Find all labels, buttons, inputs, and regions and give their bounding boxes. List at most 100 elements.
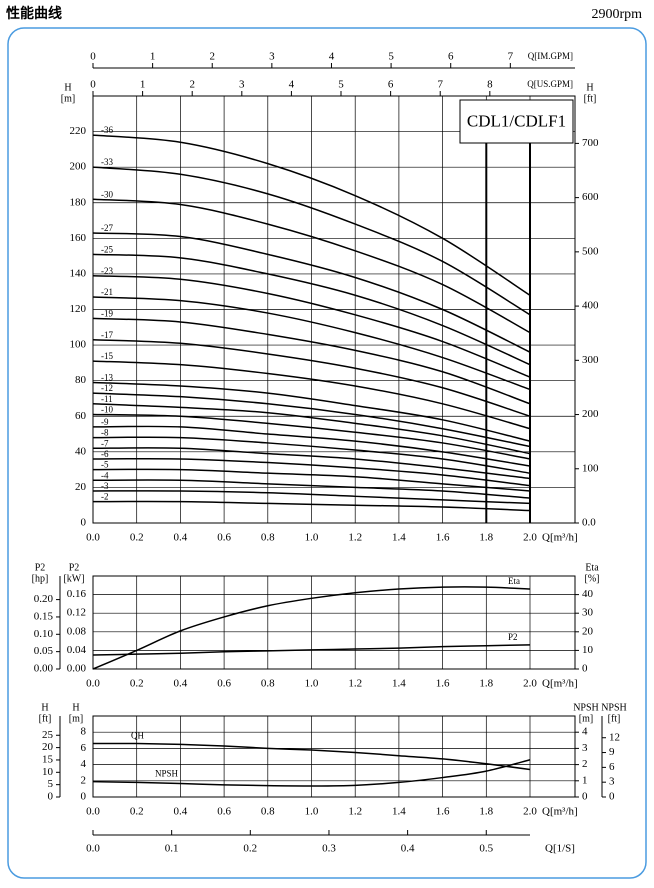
y-tick-label: 12	[609, 731, 620, 743]
series-line	[92, 403, 531, 455]
series-line	[92, 381, 531, 442]
x-tick-label: 0.8	[261, 532, 275, 544]
y-tick-label: 100	[582, 462, 599, 474]
series-label: -21	[101, 287, 113, 297]
plot-frame	[92, 575, 576, 670]
y-tick-label: 200	[70, 161, 87, 173]
y-tick-label: 2	[582, 758, 588, 770]
top-tick-label: 4	[289, 79, 295, 91]
y-tick-label: 6	[81, 742, 87, 754]
x-tick-label: 0.8	[261, 678, 275, 690]
y-axis-label: [ft]	[39, 713, 52, 724]
y-axis-label: NPSH	[601, 702, 627, 713]
y-tick-label: 140	[70, 267, 87, 279]
series-label: -6	[101, 449, 109, 459]
x2-tick-label: 0.0	[86, 843, 100, 855]
y-tick-label: 0.05	[34, 645, 54, 657]
y-tick-label: 4	[81, 758, 87, 770]
plot-frame	[92, 715, 576, 798]
top-tick-label: 6	[448, 51, 454, 63]
x-tick-label: 0.2	[130, 806, 144, 818]
series-line	[92, 500, 531, 512]
series-label: -19	[101, 308, 113, 318]
y-tick-label: 3	[609, 776, 615, 788]
series-line	[92, 338, 531, 417]
y-tick-label: 40	[75, 445, 87, 457]
series-label: -12	[101, 383, 113, 393]
x-tick-label: 0.2	[130, 678, 144, 690]
x-axis-label: Q[m³/h]	[542, 806, 578, 818]
x-tick-label: 0.6	[217, 678, 231, 690]
series-label: -8	[101, 428, 109, 438]
x-tick-label: 1.2	[348, 806, 362, 818]
speed-label: 2900rpm	[591, 7, 642, 22]
y-axis-label: Eta	[585, 562, 599, 573]
series-label: -23	[101, 266, 113, 276]
title-box	[459, 99, 574, 144]
series-label: -3	[101, 481, 109, 491]
y-tick-label: 300	[582, 354, 599, 366]
series-line	[92, 447, 531, 480]
y-tick-label: 6	[609, 761, 615, 773]
series-label: QH	[131, 731, 144, 741]
series-line	[92, 296, 531, 391]
top-axis-label: Q[IM.GPM]	[528, 51, 573, 61]
top-tick-label: 1	[150, 51, 156, 63]
y-tick-label: 120	[70, 303, 87, 315]
series-label: -4	[101, 470, 109, 480]
y-tick-label: 0.12	[67, 607, 86, 619]
top-tick-label: 0	[90, 79, 96, 91]
x2-tick-label: 0.5	[479, 843, 493, 855]
x-tick-label: 1.2	[348, 678, 362, 690]
x-tick-label: 1.0	[305, 806, 319, 818]
series-label: -13	[101, 373, 113, 383]
x-tick-label: 1.0	[305, 678, 319, 690]
x-tick-label: 0.0	[86, 806, 100, 818]
y-tick-label: 0	[609, 791, 615, 803]
series-line	[92, 479, 531, 499]
y-tick-label: 0	[582, 791, 588, 803]
y-axis-label: [%]	[585, 573, 600, 584]
x-tick-label: 1.0	[305, 532, 319, 544]
y-axis-label: [ft]	[608, 713, 621, 724]
y-axis-label: [m]	[61, 93, 75, 104]
top-tick-label: 0	[90, 51, 96, 63]
series-line	[92, 392, 531, 448]
top-tick-label: 1	[140, 79, 146, 91]
x-axis-label: Q[m³/h]	[542, 678, 578, 690]
y-tick-label: 20	[42, 741, 54, 753]
chart-title: CDL1/CDLF1	[467, 111, 566, 130]
y-tick-label: 400	[582, 300, 599, 312]
y-tick-label: 0	[48, 791, 54, 803]
x-tick-label: 1.6	[436, 532, 450, 544]
y-axis-label: [hp]	[32, 573, 49, 584]
y-tick-label: 0	[81, 517, 87, 529]
x-tick-label: 0.0	[86, 532, 100, 544]
series-line	[92, 134, 531, 296]
top-tick-label: 3	[269, 51, 275, 63]
series-label: -30	[101, 189, 113, 199]
series-label: NPSH	[155, 769, 179, 779]
y-tick-label: 0.08	[67, 625, 87, 637]
series-line	[92, 586, 531, 670]
y-tick-label: 10	[582, 644, 594, 656]
x-tick-label: 0.6	[217, 806, 231, 818]
x2-tick-label: 0.3	[322, 843, 336, 855]
series-line	[92, 457, 531, 487]
y-axis-label: [m]	[579, 713, 593, 724]
top-tick-label: 7	[437, 79, 443, 91]
x-tick-label: 1.2	[348, 532, 362, 544]
y-axis-label: H	[586, 82, 593, 93]
x-tick-label: 1.4	[392, 678, 406, 690]
frame-border	[7, 27, 647, 879]
y-tick-label: 4	[582, 726, 588, 738]
series-line	[92, 436, 531, 474]
x-tick-label: 1.6	[436, 678, 450, 690]
y-tick-label: 600	[582, 191, 599, 203]
top-tick-label: 7	[508, 51, 514, 63]
y-axis-label: P2	[35, 562, 46, 573]
top-tick-label: 4	[329, 51, 335, 63]
top-axis-label: Q[US.GPM]	[527, 79, 573, 89]
y-axis-label: [kW]	[63, 573, 84, 584]
series-label: -9	[101, 417, 109, 427]
